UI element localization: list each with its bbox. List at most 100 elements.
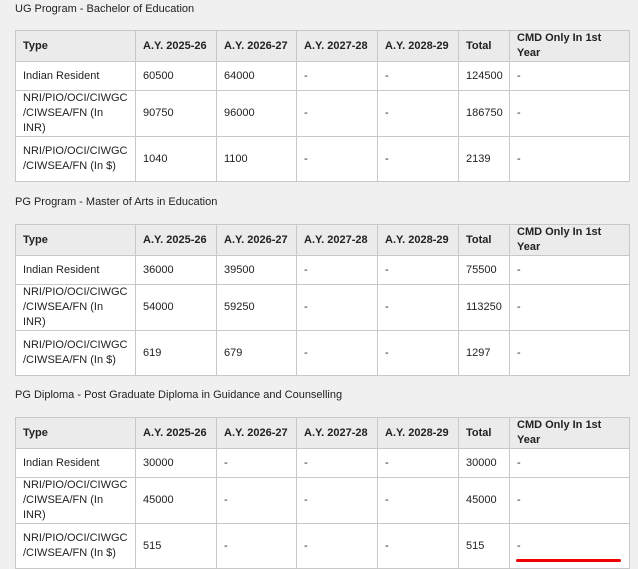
table-cell: 1040 (135, 136, 217, 182)
table-cell: NRI/PIO/OCI/CIWGC /CIWSEA/FN (In $) (15, 136, 136, 182)
table-cell: - (296, 477, 378, 524)
column-header: A.Y. 2026-27 (216, 30, 297, 62)
table-cell: 64000 (216, 61, 297, 91)
table-cell: - (296, 90, 378, 137)
table-cell: - (296, 284, 378, 331)
table-cell: 59250 (216, 284, 297, 331)
table-cell: - (377, 61, 459, 91)
section-title: PG Program - Master of Arts in Education (15, 196, 218, 208)
table-cell: 2139 (458, 136, 510, 182)
table-cell: - (509, 330, 630, 376)
table-cell: - (377, 477, 459, 524)
column-header: Type (15, 224, 136, 256)
table-cell: 30000 (458, 448, 510, 478)
table-cell: - (377, 284, 459, 331)
column-header: A.Y. 2027-28 (296, 417, 378, 449)
table-cell: NRI/PIO/OCI/CIWGC /CIWSEA/FN (In INR) (15, 477, 136, 524)
table-cell: NRI/PIO/OCI/CIWGC /CIWSEA/FN (In $) (15, 330, 136, 376)
column-header: A.Y. 2025-26 (135, 417, 217, 449)
table-cell: NRI/PIO/OCI/CIWGC /CIWSEA/FN (In INR) (15, 90, 136, 137)
fee-table: Type A.Y. 2025-26 A.Y. 2026-27 A.Y. 2027-28… (15, 224, 630, 376)
table-cell: 96000 (216, 90, 297, 137)
table-cell: Indian Resident (15, 255, 136, 285)
table-row: NRI/PIO/OCI/CIWGC /CIWSEA/FN (In INR) 540… (15, 284, 630, 331)
column-header: A.Y. 2027-28 (296, 30, 378, 62)
column-header: Total (458, 30, 510, 62)
table-cell: 45000 (458, 477, 510, 524)
table-cell: 54000 (135, 284, 217, 331)
table-row: NRI/PIO/OCI/CIWGC /CIWSEA/FN (In $) 619 67… (15, 330, 630, 376)
table-row: NRI/PIO/OCI/CIWGC /CIWSEA/FN (In $) 1040 1… (15, 136, 630, 182)
column-header: A.Y. 2026-27 (216, 224, 297, 256)
table-cell: - (509, 477, 630, 524)
table-cell: - (296, 61, 378, 91)
table-cell: NRI/PIO/OCI/CIWGC /CIWSEA/FN (In $) (15, 523, 136, 569)
table-cell: 39500 (216, 255, 297, 285)
table-cell: - (296, 136, 378, 182)
table-cell: - (216, 477, 297, 524)
table-cell: 45000 (135, 477, 217, 524)
column-header: A.Y. 2027-28 (296, 224, 378, 256)
table-cell: 186750 (458, 90, 510, 137)
table-cell: - (509, 448, 630, 478)
table-cell: 75500 (458, 255, 510, 285)
table-cell: - (377, 523, 459, 569)
table-row: NRI/PIO/OCI/CIWGC /CIWSEA/FN (In INR) 450… (15, 477, 630, 524)
table-header-row: Type A.Y. 2025-26 A.Y. 2026-27 A.Y. 2027-28… (15, 224, 630, 256)
table-cell: Indian Resident (15, 61, 136, 91)
table-row: Indian Resident 60500 64000- -124500- (15, 61, 630, 91)
fee-table: Type A.Y. 2025-26 A.Y. 2026-27 A.Y. 2027-28… (15, 30, 630, 182)
table-cell: - (509, 61, 630, 91)
table-cell: - (509, 284, 630, 331)
table-cell: 1297 (458, 330, 510, 376)
fee-table: Type A.Y. 2025-26 A.Y. 2026-27 A.Y. 2027-28… (15, 417, 630, 569)
column-header: Type (15, 30, 136, 62)
table-cell: - (296, 330, 378, 376)
column-header: A.Y. 2028-29 (377, 417, 459, 449)
table-header-row: Type A.Y. 2025-26 A.Y. 2026-27 A.Y. 2027-28… (15, 30, 630, 62)
table-cell: - (509, 255, 630, 285)
column-header: Type (15, 417, 136, 449)
table-cell: - (296, 523, 378, 569)
section-title: PG Diploma - Post Graduate Diploma in Gu… (15, 389, 343, 401)
table-cell: 515 (135, 523, 217, 569)
column-header: A.Y. 2028-29 (377, 224, 459, 256)
table-row: Indian Resident 30000- - -30000- (15, 448, 630, 478)
table-row: Indian Resident 36000 39500- -75500- (15, 255, 630, 285)
table-cell: 113250 (458, 284, 510, 331)
table-cell: Indian Resident (15, 448, 136, 478)
table-cell: - (377, 90, 459, 137)
table-cell: 90750 (135, 90, 217, 137)
column-header: Total (458, 417, 510, 449)
table-cell: - (509, 90, 630, 137)
table-cell: 619 (135, 330, 217, 376)
table-cell: - (377, 255, 459, 285)
table-cell: 30000 (135, 448, 217, 478)
column-header: CMD Only In 1st Year (509, 224, 630, 256)
table-cell: - (296, 255, 378, 285)
column-header: CMD Only In 1st Year (509, 417, 630, 449)
table-header-row: Type A.Y. 2025-26 A.Y. 2026-27 A.Y. 2027-28… (15, 417, 630, 449)
column-header: Total (458, 224, 510, 256)
table-cell: - (377, 448, 459, 478)
column-header: A.Y. 2028-29 (377, 30, 459, 62)
table-cell: - (509, 136, 630, 182)
table-cell: 60500 (135, 61, 217, 91)
table-cell: - (216, 448, 297, 478)
table-cell: - (377, 136, 459, 182)
table-cell: 1100 (216, 136, 297, 182)
table-cell: - (216, 523, 297, 569)
column-header: A.Y. 2025-26 (135, 224, 217, 256)
table-cell: NRI/PIO/OCI/CIWGC /CIWSEA/FN (In INR) (15, 284, 136, 331)
table-cell: - (296, 448, 378, 478)
column-header: A.Y. 2026-27 (216, 417, 297, 449)
table-row: NRI/PIO/OCI/CIWGC /CIWSEA/FN (In INR) 907… (15, 90, 630, 137)
table-cell: - (377, 330, 459, 376)
table-cell: 515 (458, 523, 510, 569)
column-header: CMD Only In 1st Year (509, 30, 630, 62)
table-cell: 36000 (135, 255, 217, 285)
section-title: UG Program - Bachelor of Education (15, 3, 195, 15)
table-cell: 679 (216, 330, 297, 376)
table-cell: 124500 (458, 61, 510, 91)
column-header: A.Y. 2025-26 (135, 30, 217, 62)
